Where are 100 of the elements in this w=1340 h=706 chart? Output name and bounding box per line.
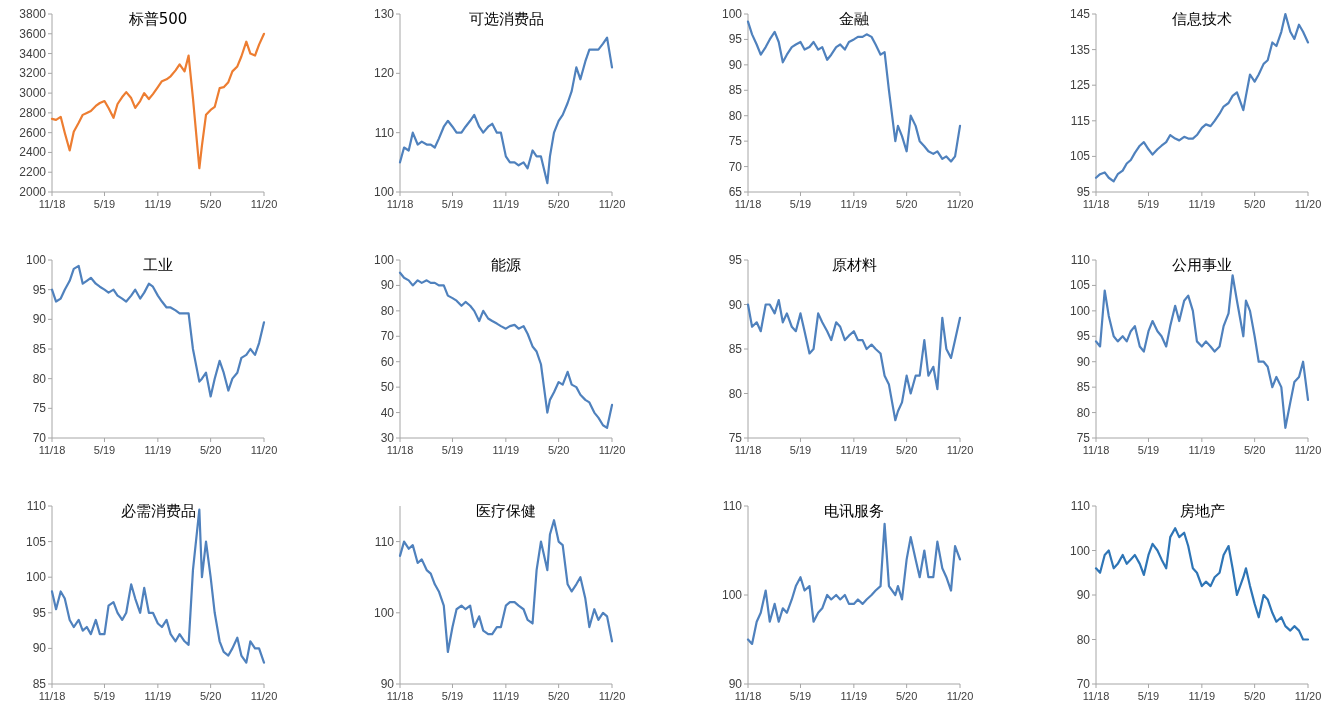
y-tick-label: 70 <box>380 329 395 344</box>
y-tick-label: 110 <box>1070 253 1091 267</box>
x-tick-label: 5/19 <box>441 690 464 702</box>
y-tick-label: 30 <box>380 431 395 445</box>
y-tick-label: 95 <box>1076 185 1091 199</box>
x-tick-label: 11/18 <box>734 690 762 702</box>
x-tick-label: 11/19 <box>1188 690 1216 702</box>
x-tick-label: 5/20 <box>547 690 570 702</box>
line-series <box>1094 12 1310 183</box>
chart-title: 可选消费品 <box>468 10 544 28</box>
y-tick-label: 3600 <box>19 26 47 41</box>
x-tick-label: 5/19 <box>93 690 116 702</box>
y-tick-label: 115 <box>1070 113 1091 128</box>
y-tick-label: 130 <box>373 7 395 21</box>
x-tick-label: 11/19 <box>1188 444 1216 456</box>
x-tick-label: 11/20 <box>598 444 626 456</box>
x-tick-label: 11/18 <box>1082 198 1110 210</box>
x-tick-label: 11/18 <box>386 198 414 210</box>
x-tick-label: 5/20 <box>199 690 222 702</box>
chart-title: 信息技术 <box>1172 10 1232 28</box>
x-tick-label: 11/20 <box>598 198 626 210</box>
line-series <box>1094 274 1310 429</box>
y-tick-label: 95 <box>728 32 743 47</box>
y-tick-label: 2400 <box>19 145 47 160</box>
y-tick-label: 90 <box>1076 354 1091 369</box>
y-tick-label: 90 <box>728 677 743 691</box>
x-tick-label: 5/19 <box>1137 444 1160 456</box>
y-tick-label: 85 <box>32 342 47 356</box>
y-tick-label: 100 <box>721 7 743 21</box>
y-tick-label: 100 <box>373 605 395 620</box>
x-tick-label: 11/19 <box>144 690 172 702</box>
x-tick-label: 11/18 <box>734 198 762 210</box>
chart-title: 原材料 <box>831 256 877 274</box>
x-tick-label: 5/20 <box>547 198 570 210</box>
x-tick-label: 11/20 <box>250 198 278 210</box>
x-tick-label: 5/20 <box>199 198 222 210</box>
y-tick-label: 100 <box>25 570 47 585</box>
x-tick-label: 11/18 <box>1082 444 1110 456</box>
x-tick-label: 5/19 <box>1137 690 1160 702</box>
x-tick-label: 5/20 <box>1243 690 1266 702</box>
x-tick-label: 5/19 <box>93 198 116 210</box>
x-tick-label: 11/19 <box>840 198 868 210</box>
y-tick-label: 110 <box>722 499 743 513</box>
y-tick-label: 90 <box>1076 588 1091 602</box>
y-tick-label: 80 <box>728 108 743 123</box>
y-tick-label: 2600 <box>19 125 47 140</box>
x-tick-label: 11/20 <box>946 444 974 456</box>
y-tick-label: 80 <box>1076 632 1091 647</box>
x-tick-label: 11/20 <box>946 690 974 702</box>
x-tick-label: 11/18 <box>1082 690 1110 702</box>
x-tick-label: 11/19 <box>1188 198 1216 210</box>
y-tick-label: 95 <box>32 282 47 297</box>
y-tick-label: 2000 <box>19 185 47 199</box>
y-tick-label: 40 <box>380 405 395 420</box>
chart-title: 工业 <box>143 256 173 274</box>
y-tick-label: 75 <box>32 401 47 416</box>
line-series <box>746 298 962 422</box>
y-tick-label: 95 <box>32 605 47 620</box>
y-tick-label: 90 <box>728 57 743 72</box>
y-tick-label: 80 <box>32 371 47 386</box>
y-tick-label: 110 <box>374 125 395 140</box>
x-tick-label: 11/19 <box>840 690 868 702</box>
chart-title: 标普500 <box>127 10 188 28</box>
y-tick-label: 90 <box>380 278 395 293</box>
y-tick-label: 75 <box>1076 431 1091 445</box>
y-tick-label: 75 <box>728 134 743 149</box>
y-tick-label: 70 <box>32 431 47 445</box>
x-tick-label: 11/19 <box>144 198 172 210</box>
y-tick-label: 85 <box>728 83 743 98</box>
y-tick-label: 145 <box>1069 7 1091 21</box>
y-tick-label: 3000 <box>19 86 47 101</box>
x-tick-label: 11/20 <box>1294 198 1322 210</box>
y-tick-label: 95 <box>728 253 743 267</box>
x-tick-label: 5/19 <box>789 690 812 702</box>
line-series <box>398 271 614 429</box>
y-tick-label: 3200 <box>19 66 47 81</box>
y-tick-label: 65 <box>728 185 743 199</box>
x-tick-label: 11/20 <box>946 198 974 210</box>
line-series <box>746 522 962 646</box>
x-tick-label: 11/19 <box>144 444 172 456</box>
y-tick-label: 100 <box>25 253 47 267</box>
y-tick-label: 105 <box>1069 149 1091 164</box>
x-tick-label: 5/19 <box>93 444 116 456</box>
x-tick-label: 5/19 <box>789 198 812 210</box>
y-tick-label: 125 <box>1069 78 1091 93</box>
y-tick-label: 85 <box>32 677 47 691</box>
y-tick-label: 90 <box>32 641 47 656</box>
chart-title: 房地产 <box>1179 502 1225 520</box>
x-tick-label: 5/19 <box>789 444 812 456</box>
y-tick-label: 100 <box>1069 303 1091 318</box>
y-tick-label: 120 <box>373 66 395 81</box>
x-tick-label: 11/19 <box>492 444 520 456</box>
y-tick-label: 90 <box>380 677 395 691</box>
x-tick-label: 11/18 <box>38 198 66 210</box>
y-tick-label: 50 <box>380 380 395 395</box>
x-tick-label: 11/20 <box>598 690 626 702</box>
y-tick-label: 85 <box>1076 380 1091 395</box>
x-tick-label: 11/18 <box>38 444 66 456</box>
x-tick-label: 5/20 <box>199 444 222 456</box>
y-tick-label: 60 <box>380 354 395 369</box>
